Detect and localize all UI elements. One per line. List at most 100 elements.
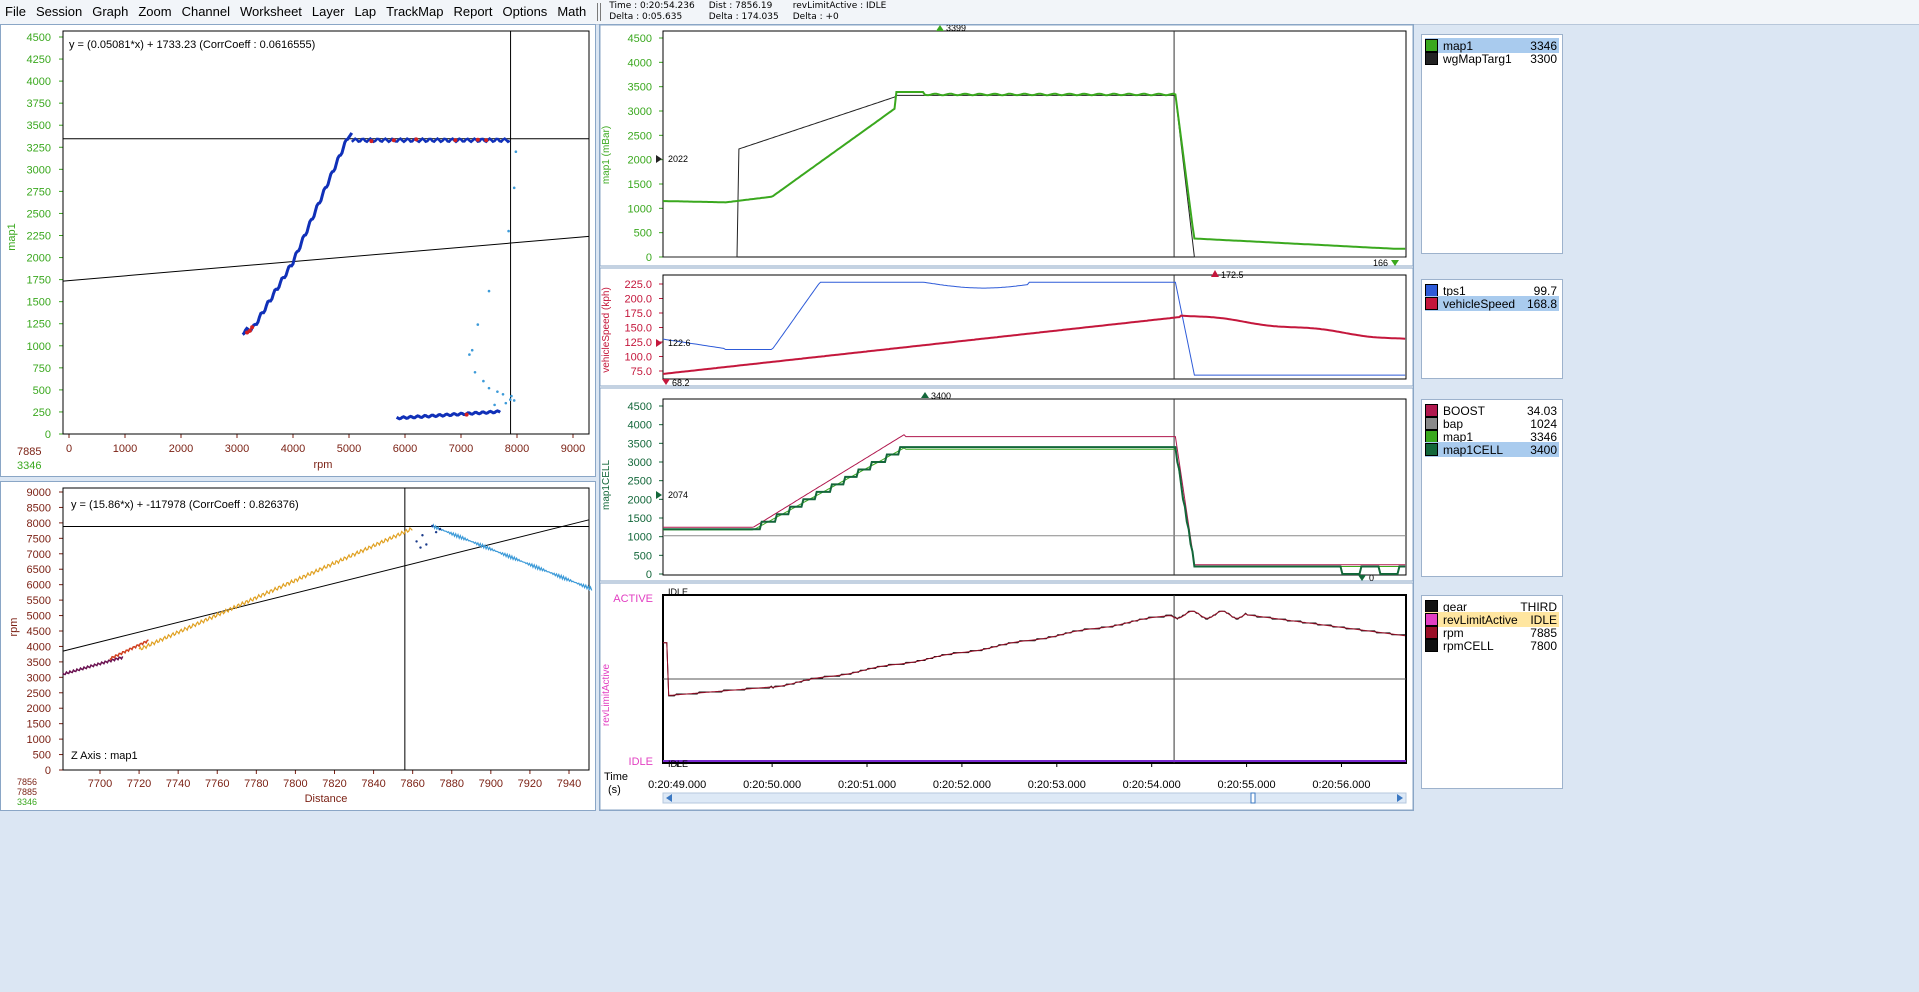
scatter2-x-tick-label: 7720 — [127, 778, 151, 790]
ts4-rpm-trace — [663, 610, 1406, 697]
ts2-max-marker-icon — [1211, 270, 1219, 277]
ts3-max-marker-icon — [921, 392, 929, 398]
legend-channel-value: 7885 — [1530, 625, 1557, 640]
menu-graph[interactable]: Graph — [92, 4, 129, 19]
menu-layer[interactable]: Layer — [311, 4, 345, 19]
scatter1-data-point — [496, 390, 499, 393]
legend-channel-name: BOOST — [1443, 403, 1486, 418]
legend-item-map1[interactable]: map1 3346 — [1425, 38, 1559, 53]
ts3-y-tick-label: 1500 — [628, 513, 652, 525]
scatter1-data-point — [473, 370, 477, 374]
legend-item-revLimitActive[interactable]: revLimitActive IDLE — [1425, 612, 1559, 627]
scatter2-data-point — [415, 540, 418, 543]
scatter2-y-tick-label: 8000 — [27, 518, 51, 530]
time-scrollbar[interactable] — [662, 792, 1407, 804]
ts1-y-tick-label: 3000 — [628, 106, 652, 118]
legend-item-rpm[interactable]: rpm 7885 — [1425, 625, 1559, 640]
scatter2-x-tick-label: 7920 — [518, 778, 542, 790]
menu-lap[interactable]: Lap — [354, 4, 377, 19]
ts4-active-label: ACTIVE — [613, 593, 653, 605]
ts1-y-tick-label: 1000 — [628, 203, 652, 215]
legend-item-rpmCELL[interactable]: rpmCELL 7800 — [1425, 638, 1559, 653]
ts4-bottom-marker: IDLE — [668, 759, 688, 769]
legend-channel-name: tps1 — [1443, 283, 1466, 298]
scatter2-y-tick-label: 3000 — [27, 672, 51, 684]
ts1-y-tick-label: 500 — [634, 228, 652, 240]
legend-item-map1CELL[interactable]: map1CELL 3400 — [1425, 442, 1559, 457]
ts2-left-marker-icon — [656, 339, 662, 347]
menu-math[interactable]: Math — [557, 4, 587, 19]
scatter1-data-point — [487, 289, 491, 293]
scatter2-regression-line — [62, 519, 590, 652]
legend-panel-2[interactable]: tps1 99.7 vehicleSpeed 168.8 — [1421, 279, 1563, 379]
menu-file[interactable]: File — [5, 4, 26, 19]
scatter1-x-tick-label: 2000 — [169, 443, 193, 455]
ts3-y-tick-label: 0 — [646, 569, 652, 581]
scatter-panel-map1-rpm[interactable]: 4500 4250 4000 3750 3500 3250 3000 2750 2500 2250… — [0, 24, 596, 477]
scroll-right-icon[interactable] — [1397, 794, 1403, 802]
scatter2-y-tick-label: 4500 — [27, 626, 51, 638]
scatter2-x-ticks: 7700 7720 7740 7760 7780 7800 7820 7840 7860 7880… — [88, 770, 581, 790]
scatter1-y-tick-label: 500 — [33, 385, 51, 397]
time-series-panel[interactable]: 4500 4000 3500 3000 2500 2000 1500 1000 500 0 225.… — [599, 23, 1414, 811]
scatter1-x-tick-label: 9000 — [561, 443, 585, 455]
ts3-y-tick-label: 2000 — [628, 494, 652, 506]
time-tick-label: 0:20:51.000 — [838, 779, 896, 791]
menu-session[interactable]: Session — [35, 4, 83, 19]
scatter1-x-ticks: 0 1000 2000 3000 4000 5000 6000 7000 8000 9000 — [66, 434, 585, 455]
scatter2-y-label: rpm — [8, 618, 20, 637]
legend-item-tps1[interactable]: tps1 99.7 — [1425, 283, 1559, 298]
legend-panel-1[interactable]: map1 3346 wgMapTarg1 3300 — [1421, 34, 1563, 254]
scatter-plot-map1-rpm[interactable]: 4500425040003750350032503000275025002250… — [1, 25, 595, 476]
scatter1-x-tick-label: 4000 — [281, 443, 305, 455]
legend-panel-4[interactable]: gear THIRD revLimitActive IDLE rpm 7885 rpmCEL… — [1421, 595, 1563, 789]
menu-worksheet[interactable]: Worksheet — [240, 4, 302, 19]
ts4-top-marker: IDLE — [668, 587, 688, 597]
menu-channel[interactable]: Channel — [181, 4, 231, 19]
legend-channel-value: 3400 — [1530, 442, 1557, 457]
legend-item-map1[interactable]: map1 3346 — [1425, 429, 1559, 444]
ts2-y-tick-label: 100.0 — [624, 352, 652, 364]
scatter1-y-tick-label: 3750 — [27, 98, 51, 110]
scatter2-x-tick-label: 7700 — [88, 778, 112, 790]
legend-item-BOOST[interactable]: BOOST 34.03 — [1425, 403, 1559, 418]
ts2-plot-area — [662, 274, 1407, 380]
scatter1-y-tick-label: 2250 — [27, 231, 51, 243]
scatter-plot-rpm-distance[interactable]: 9000850080007500700065006000550050004500… — [1, 482, 595, 810]
legend-item-bap[interactable]: bap 1024 — [1425, 416, 1559, 431]
scatter2-cursor-a: 7856 — [17, 777, 37, 787]
ts3-y-tick-label: 4000 — [628, 420, 652, 432]
menu-zoom[interactable]: Zoom — [138, 4, 172, 19]
scroll-left-icon[interactable] — [666, 794, 672, 802]
scatter2-y-tick-label: 7500 — [27, 533, 51, 545]
legend-channel-value: THIRD — [1520, 599, 1557, 614]
ts1-plot-area — [662, 30, 1407, 258]
menu-options[interactable]: Options — [502, 4, 548, 19]
menu-report[interactable]: Report — [453, 4, 493, 19]
scatter1-data-point — [512, 186, 516, 190]
scatter1-x-tick-label: 7000 — [449, 443, 473, 455]
ts2-max-marker: 172.5 — [1221, 270, 1244, 280]
status-rev: revLimitActive : IDLE Delta : +0 — [793, 1, 887, 23]
legend-item-vehicleSpeed[interactable]: vehicleSpeed 168.8 — [1425, 296, 1559, 311]
scatter2-y-tick-label: 6000 — [27, 580, 51, 592]
time-axis-unit: (s) — [608, 784, 621, 796]
time-series-charts[interactable]: 4500 4000 3500 3000 2500 2000 1500 1000 500 0 225.… — [599, 23, 1414, 811]
scatter2-x-tick-label: 7800 — [283, 778, 307, 790]
legend-item-gear[interactable]: gear THIRD — [1425, 599, 1559, 614]
ts2-y-tick-label: 225.0 — [624, 279, 652, 291]
scatter1-x-tick-label: 8000 — [505, 443, 529, 455]
scatter2-y-tick-label: 7000 — [27, 549, 51, 561]
legend-channel-name: map1CELL — [1443, 442, 1504, 457]
scatter1-red-point — [247, 328, 252, 333]
scatter-panel-rpm-distance[interactable]: 9000 8500 8000 7500 7000 6500 6000 5500 5000 4500… — [0, 481, 596, 811]
legend-panel-3[interactable]: BOOST 34.03 bap 1024 map1 3346 map1CELL 3400 — [1421, 399, 1563, 577]
scatter2-x-tick-label: 7760 — [205, 778, 229, 790]
menu-trackmap[interactable]: TrackMap — [386, 4, 444, 19]
scatter2-data-point — [419, 546, 422, 549]
legend-swatch — [1425, 613, 1438, 626]
legend-item-wgMapTarg1[interactable]: wgMapTarg1 3300 — [1425, 51, 1559, 66]
ts2-y-tick-label: 125.0 — [624, 337, 652, 349]
ts1-left-marker-icon — [656, 155, 662, 163]
scroll-thumb[interactable] — [1250, 792, 1256, 804]
